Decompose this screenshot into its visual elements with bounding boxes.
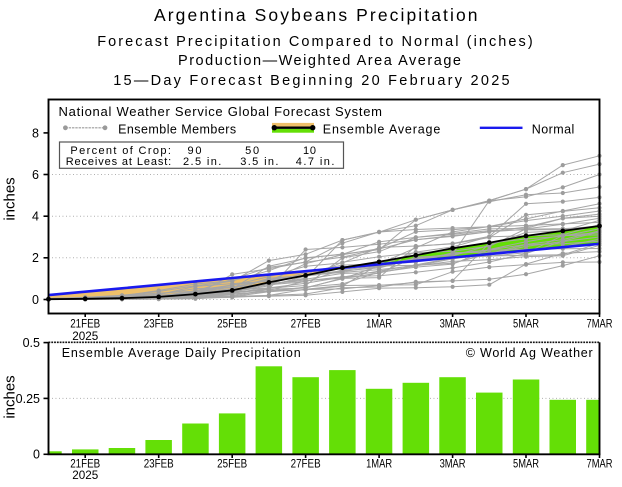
svg-text:4.7 in.: 4.7 in. [296,156,335,168]
svg-text:7MAR: 7MAR [586,317,612,331]
svg-text:1MAR: 1MAR [366,317,392,331]
svg-text:27FEB: 27FEB [291,317,321,331]
svg-text:2025: 2025 [72,468,98,482]
svg-text:23FEB: 23FEB [144,457,174,471]
svg-text:2: 2 [32,251,39,265]
svg-text:21FEB: 21FEB [70,457,100,471]
svg-text:inches: inches [2,375,19,418]
svg-text:7MAR: 7MAR [586,457,612,471]
svg-text:2025: 2025 [72,329,98,343]
svg-text:© World Ag Weather: © World Ag Weather [466,346,593,360]
svg-text:3MAR: 3MAR [440,457,466,471]
svg-text:25FEB: 25FEB [217,457,247,471]
svg-text:5MAR: 5MAR [513,317,539,331]
svg-text:3MAR: 3MAR [440,317,466,331]
svg-text:0.5: 0.5 [23,336,40,350]
svg-text:Forecast Precipitation Compa: Forecast Precipitation Compared to Norma… [97,34,533,50]
svg-text:Percent of Crop:: Percent of Crop: [70,145,170,157]
svg-text:0.25: 0.25 [16,392,40,406]
svg-text:25FEB: 25FEB [217,317,247,331]
svg-text:0: 0 [32,293,39,307]
svg-text:Receives at Least:: Receives at Least: [66,156,172,168]
svg-text:National Weather Service Gl: National Weather Service Global Forecast… [59,104,383,119]
svg-text:8: 8 [32,126,39,140]
svg-text:5MAR: 5MAR [513,457,539,471]
svg-text:Ensemble Average Daily Prec: Ensemble Average Daily Precipitation [62,346,301,360]
svg-text:21FEB: 21FEB [70,317,100,331]
svg-text:50: 50 [245,145,259,157]
svg-text:Ensemble Members: Ensemble Members [118,122,236,136]
svg-text:Argentina Soybeans Precipita: Argentina Soybeans Precipitation [154,5,478,25]
svg-text:1MAR: 1MAR [366,457,392,471]
svg-text:4: 4 [32,210,39,224]
svg-text:3.5 in.: 3.5 in. [240,156,278,168]
svg-text:inches: inches [2,177,19,220]
svg-text:0: 0 [33,448,40,462]
svg-text:Production—Weighted Area Ave: Production—Weighted Area Average [178,53,461,69]
svg-text:2.5 in.: 2.5 in. [183,156,221,168]
svg-text:10: 10 [303,145,316,157]
svg-text:6: 6 [32,168,39,182]
svg-text:Ensemble Average: Ensemble Average [323,122,441,136]
svg-text:15—Day Forecast Beginning 2: 15—Day Forecast Beginning 20 February 20… [113,73,509,89]
svg-text:23FEB: 23FEB [144,317,174,331]
svg-text:Normal: Normal [532,122,575,136]
svg-text:90: 90 [188,145,202,157]
svg-text:27FEB: 27FEB [291,457,321,471]
